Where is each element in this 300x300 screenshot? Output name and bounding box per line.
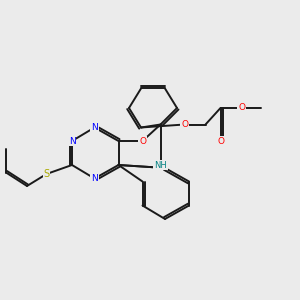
Text: O: O xyxy=(139,136,146,146)
Text: N: N xyxy=(91,174,98,183)
Text: NH: NH xyxy=(154,160,167,169)
Text: O: O xyxy=(238,103,245,112)
Text: S: S xyxy=(44,169,50,179)
Text: O: O xyxy=(181,120,188,129)
Text: O: O xyxy=(217,136,224,146)
Text: N: N xyxy=(91,123,98,132)
Text: N: N xyxy=(69,136,75,146)
